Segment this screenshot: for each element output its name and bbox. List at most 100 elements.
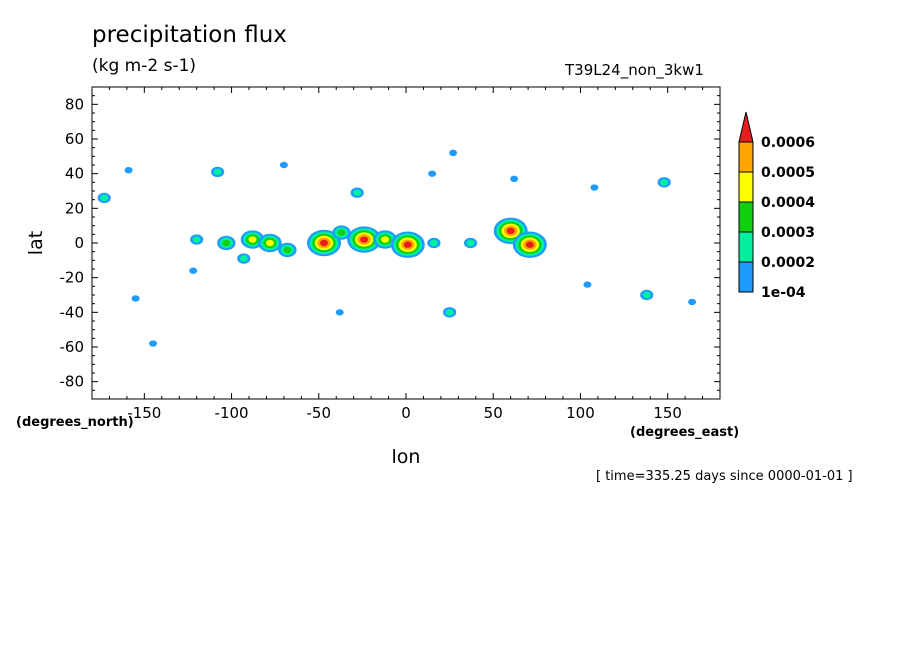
y-tick-label: -20: [60, 269, 85, 287]
colorbar-box: [738, 171, 754, 203]
contour-feature-2: [211, 166, 225, 178]
colorbar-box: [738, 231, 754, 263]
x-axis-label: lon: [392, 446, 421, 468]
y-tick-label: -40: [60, 303, 85, 321]
contour-feature-27: [640, 289, 654, 301]
run-label: T39L24_non_3kw1: [565, 61, 704, 79]
contour-feature-29: [335, 309, 344, 316]
contour-feature-7: [510, 175, 519, 183]
colorbar-box: [738, 261, 754, 293]
colorbar-label: 0.0002: [761, 255, 815, 271]
x-tick-label: -50: [307, 404, 332, 422]
contour-level-1: [131, 295, 140, 302]
contour-feature-30: [443, 307, 457, 318]
x-tick-label: 100: [566, 404, 595, 422]
contour-level-6: [403, 241, 412, 248]
contour-level-2: [445, 309, 454, 316]
colorbar-label: 0.0005: [761, 165, 815, 181]
contour-feature-8: [590, 184, 599, 191]
colorbar-label: 0.0006: [761, 135, 815, 151]
contour-level-1: [428, 170, 437, 177]
contour-feature-13: [258, 233, 282, 253]
contour-feature-6: [428, 170, 437, 177]
contour-level-1: [449, 149, 458, 157]
contour-feature-15: [307, 229, 342, 257]
contour-level-1: [149, 340, 158, 347]
contour-feature-0: [97, 192, 111, 204]
contour-level-4: [381, 236, 390, 243]
contour-feature-1: [124, 167, 133, 174]
contour-level-6: [360, 236, 369, 243]
contour-feature-26: [583, 281, 592, 288]
contour-level-3: [283, 246, 292, 254]
contour-feature-9: [657, 177, 671, 188]
y-tick-label: 80: [65, 95, 84, 113]
contour-feature-5: [449, 149, 458, 157]
contour-level-2: [213, 168, 222, 176]
y-tick-label: 60: [65, 130, 84, 148]
contour-feature-23: [512, 231, 547, 258]
contour-level-4: [265, 239, 274, 247]
contour-feature-17: [347, 226, 382, 253]
y-axis: 80 60 40 20 0 -20 -40 -60 -80: [60, 86, 720, 400]
contour-level-6: [320, 239, 329, 247]
contour-feature-31: [688, 298, 697, 306]
contour-level-2: [660, 179, 669, 186]
contour-feature-32: [149, 340, 158, 347]
contour-feature-19: [390, 231, 425, 258]
chart-units: (kg m-2 s-1): [92, 56, 197, 76]
x-axis: -150 -100 -50 0 50 100 150: [91, 87, 721, 422]
contour-level-1: [124, 167, 133, 174]
contour-feature-4: [350, 187, 364, 198]
contour-level-2: [642, 291, 651, 299]
contour-level-1: [583, 281, 592, 288]
contour-level-2: [239, 255, 248, 262]
contour-level-1: [688, 298, 697, 306]
time-label: [ time=335.25 days since 0000-01-01 ]: [596, 469, 853, 484]
x-tick-label: 50: [484, 404, 503, 422]
contour-feature-24: [237, 253, 251, 264]
contour-level-3: [222, 239, 231, 247]
y-tick-label: -60: [60, 338, 85, 356]
y-tick-label: -80: [60, 373, 85, 391]
colorbar-box: [738, 201, 754, 233]
contour-feature-10: [190, 234, 204, 245]
contour-level-1: [510, 175, 519, 183]
colorbar-box: [738, 141, 754, 173]
contour-level-3: [337, 229, 346, 236]
contour-feature-14: [278, 242, 297, 258]
x-tick-label: 0: [401, 404, 411, 422]
chart-title: precipitation flux: [92, 22, 287, 48]
contour-feature-3: [279, 161, 288, 169]
contour-level-4: [248, 236, 257, 243]
contour-level-1: [279, 161, 288, 169]
x-tick-label: 150: [653, 404, 682, 422]
colorbar-label: 1e-04: [761, 285, 806, 301]
colorbar-label: 0.0003: [761, 225, 815, 241]
contour-feature-20: [427, 237, 441, 249]
colorbar: 1e-04 0.0002 0.0003 0.0004 0.0005 0.0006: [738, 111, 815, 301]
contour-feature-11: [217, 235, 236, 251]
x-units-label: (degrees_east): [630, 425, 740, 440]
contour-level-6: [506, 227, 515, 235]
contour-level-2: [353, 189, 362, 196]
y-tick-label: 0: [74, 234, 84, 252]
contour-feature-16: [332, 225, 351, 240]
contour-level-2: [192, 236, 201, 243]
contour-features: [97, 149, 697, 347]
colorbar-label: 0.0004: [761, 195, 815, 211]
y-tick-label: 20: [65, 199, 84, 217]
x-tick-label: -100: [215, 404, 249, 422]
y-tick-label: 40: [65, 165, 84, 183]
contour-feature-25: [189, 267, 198, 274]
contour-level-6: [525, 241, 534, 248]
contour-feature-21: [463, 237, 478, 249]
contour-level-2: [466, 239, 475, 247]
contour-level-1: [335, 309, 344, 316]
contour-level-1: [189, 267, 198, 274]
contour-feature-28: [131, 295, 140, 302]
y-units-label: (degrees_north): [16, 415, 134, 430]
contour-level-1: [590, 184, 599, 191]
contour-level-2: [429, 239, 438, 247]
